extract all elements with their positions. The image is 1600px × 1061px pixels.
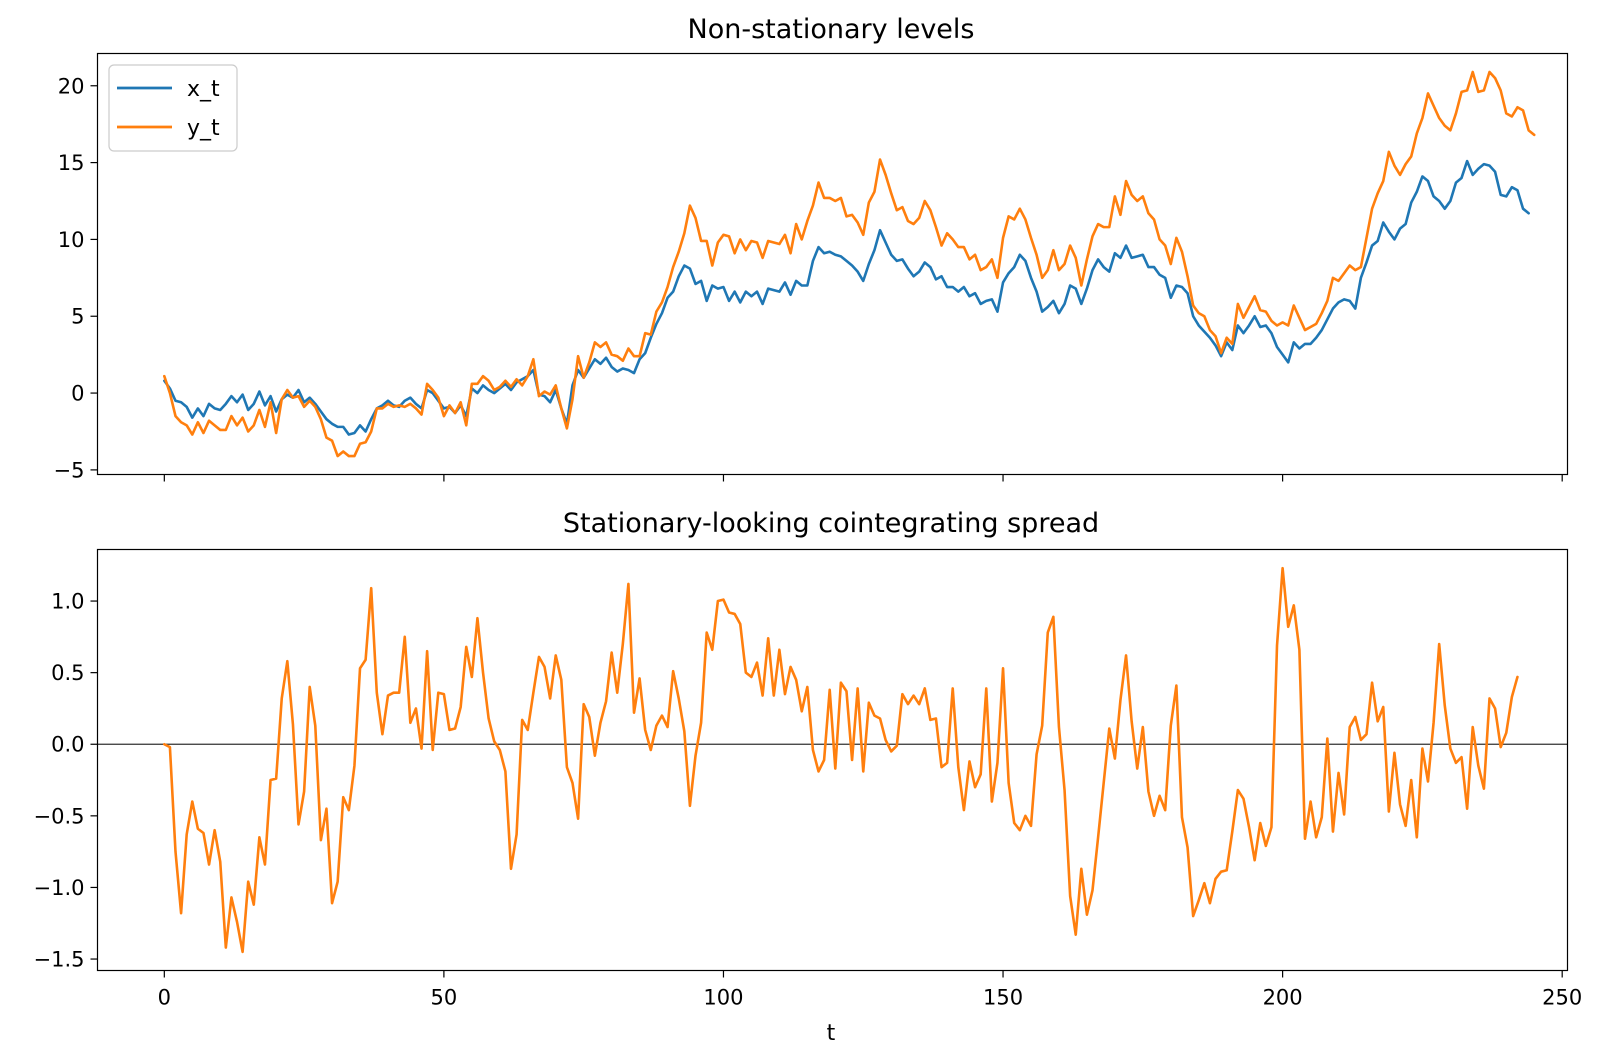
levels-axes-frame	[96, 52, 1569, 476]
levels-series-lines	[163, 70, 1536, 458]
x-tick-label: 100	[703, 986, 743, 1010]
y-tick-label: 20	[58, 74, 85, 98]
series-line-spread-0	[163, 566, 1519, 954]
levels-panel: Non-stationary levels −5 0 5 10 15 20 x_t y_t	[54, 14, 1569, 482]
levels-chart-title: Non-stationary levels	[688, 14, 975, 45]
y-tick-label: 5	[71, 305, 84, 329]
levels-legend: x_t y_t	[108, 64, 238, 152]
x-tick-label: 200	[1263, 986, 1303, 1010]
x-tick-label: 150	[983, 986, 1023, 1010]
legend-label-x-t: x_t	[187, 77, 220, 102]
legend-label-y-t: y_t	[187, 116, 220, 141]
spread-chart-title: Stationary-looking cointegrating spread	[563, 508, 1099, 539]
y-tick-label: 0	[71, 382, 84, 406]
y-tick-label: −5	[54, 458, 85, 482]
y-tick-label: 10	[58, 228, 85, 252]
spread-panel: Stationary-looking cointegrating spread …	[34, 508, 1583, 1046]
spread-ticks: 0 50 100 150 200 250 −1.5 −1.0 −0.5 0.0 0.5 1.0	[34, 590, 1583, 1010]
series-line-y-t	[163, 70, 1536, 458]
y-tick-label: −1.5	[34, 948, 85, 972]
y-tick-label: 15	[58, 151, 85, 175]
y-tick-label: −0.5	[34, 804, 85, 828]
x-tick-label: 250	[1542, 986, 1582, 1010]
y-tick-label: 1.0	[51, 590, 84, 614]
y-tick-label: 0.5	[51, 661, 84, 685]
y-tick-label: −1.0	[34, 876, 85, 900]
series-line-x-t	[163, 159, 1530, 436]
legend-box	[108, 64, 238, 152]
spread-axes-frame	[96, 548, 1569, 972]
x-axis-label: t	[827, 1021, 836, 1046]
x-tick-label: 50	[431, 986, 458, 1010]
x-tick-label: 0	[158, 986, 171, 1010]
levels-ticks: −5 0 5 10 15 20	[54, 74, 1563, 482]
spread-series-lines	[163, 566, 1519, 954]
y-tick-label: 0.0	[51, 733, 84, 757]
